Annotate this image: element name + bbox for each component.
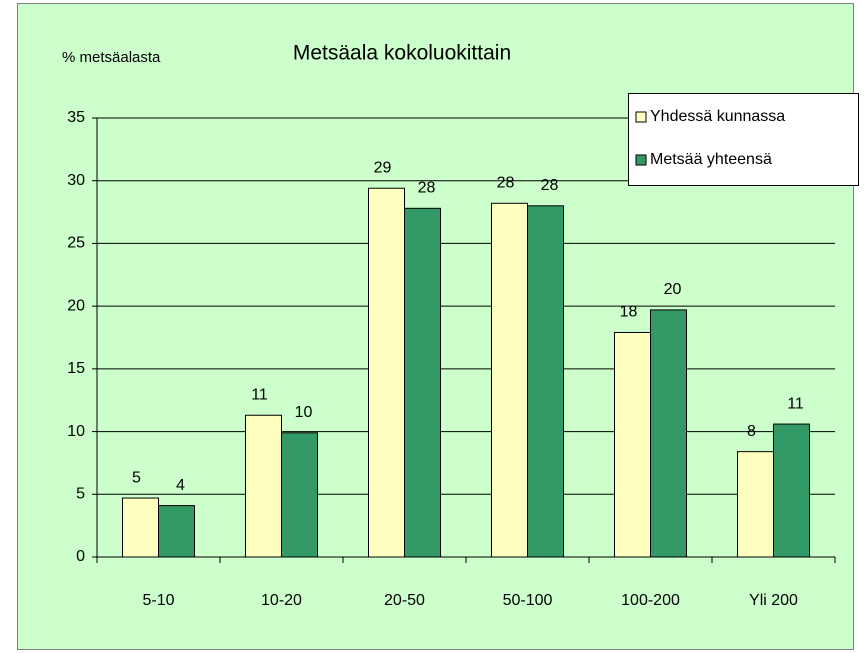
y-tick-label: 10 — [67, 423, 85, 440]
bar — [158, 505, 195, 558]
bar — [491, 202, 528, 558]
bar — [122, 497, 159, 558]
y-tick-label: 0 — [76, 548, 85, 565]
value-label: 11 — [787, 395, 804, 412]
value-label: 29 — [374, 159, 392, 176]
legend-box — [628, 93, 859, 186]
bar — [245, 414, 282, 558]
legend-swatch — [635, 154, 647, 166]
x-tick-label: 20-50 — [384, 592, 425, 609]
chart-title: Metsäala kokoluokittain — [293, 42, 511, 65]
legend-label: Yhdessä kunnassa — [650, 108, 785, 125]
bar — [527, 205, 564, 558]
value-label: 10 — [295, 404, 313, 421]
value-label: 11 — [251, 386, 268, 403]
bar — [737, 451, 774, 558]
legend-swatch — [635, 111, 647, 123]
bar — [281, 432, 318, 558]
y-tick-label: 25 — [67, 235, 85, 252]
value-label: 28 — [418, 180, 436, 197]
legend-label: Metsää yhteensä — [650, 151, 772, 168]
x-tick-label: 100-200 — [621, 592, 680, 609]
y-tick-label: 5 — [76, 486, 85, 503]
value-label: 5 — [132, 469, 141, 486]
x-tick-label: Yli 200 — [749, 592, 798, 609]
y-tick-label: 30 — [67, 172, 85, 189]
value-label: 28 — [497, 175, 515, 192]
bar — [368, 187, 405, 558]
x-tick-label: 5-10 — [142, 592, 174, 609]
x-tick-label: 50-100 — [503, 592, 553, 609]
y-axis-label: % metsäalasta — [62, 49, 161, 66]
bar — [614, 331, 651, 558]
y-tick-label: 35 — [67, 109, 85, 126]
bar — [404, 207, 441, 558]
value-label: 18 — [620, 304, 638, 321]
value-label: 28 — [541, 177, 559, 194]
y-tick-label: 15 — [67, 360, 85, 377]
x-tick-label: 10-20 — [261, 592, 302, 609]
value-label: 20 — [664, 281, 682, 298]
bar — [773, 423, 810, 558]
value-label: 4 — [176, 477, 185, 494]
bar — [650, 309, 687, 558]
value-label: 8 — [747, 423, 756, 440]
y-tick-label: 20 — [67, 297, 85, 314]
